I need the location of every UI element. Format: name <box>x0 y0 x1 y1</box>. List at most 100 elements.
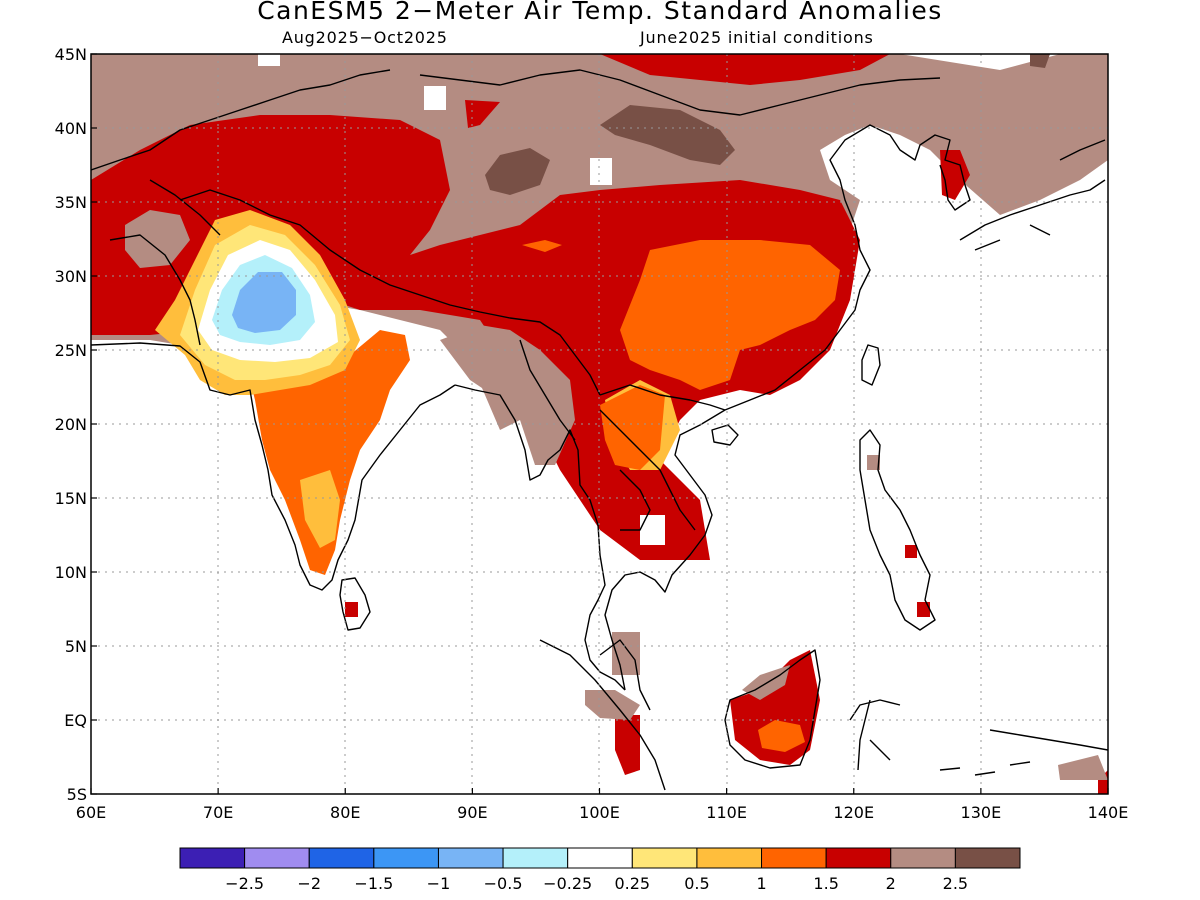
tick-marks <box>90 53 1109 795</box>
anomaly-fill-darkred-cap <box>465 100 500 128</box>
coast-sumatra <box>539 639 666 791</box>
coast-newguinea <box>989 729 1108 751</box>
coast-malay <box>599 639 651 711</box>
colorbar-label-5: −0.25 <box>543 874 592 893</box>
latitude-labels: 45N 40N 35N 30N 25N 20N 15N 10N 5N EQ 5S <box>55 45 87 804</box>
colorbar-label-9: 1.5 <box>813 874 838 893</box>
coast-japan <box>959 139 1106 251</box>
anomaly-fill-darkred-sumatra <box>615 715 640 775</box>
coast-taiwan <box>861 344 881 386</box>
colorbar-swatch-0 <box>179 847 246 869</box>
coast-srilanka <box>339 577 371 631</box>
initial-conditions: June2025 initial conditions <box>640 28 874 47</box>
anomaly-fill-orange-borneo <box>758 720 805 752</box>
colorbar-labels: −2.5 −2 −1.5 −1 −0.5 −0.25 0.25 0.5 1 1.5 2 2.5 <box>225 874 968 893</box>
anomaly-fill-brown-borneo-top <box>742 665 790 700</box>
map-title: CanESM5 2−Meter Air Temp. Standard Anoma… <box>257 0 943 25</box>
lat-label-2: 35N <box>55 193 87 212</box>
anomaly-fill-orange-indochina <box>600 385 665 470</box>
coast-philippines <box>859 429 936 631</box>
anomaly-fill-white-patch3 <box>590 158 612 185</box>
anomaly-fill-darkbrown-tarim <box>485 148 550 195</box>
colorbar-label-4: −0.5 <box>484 874 523 893</box>
coast-india <box>91 342 456 591</box>
colorbar-swatch-5 <box>502 847 569 869</box>
colorbar-label-11: 2.5 <box>943 874 968 893</box>
colorbar-swatch-9 <box>761 847 827 869</box>
anomaly-fill-white-patch2 <box>424 86 446 110</box>
anomaly-fill-darkbrown-ne <box>1030 54 1050 68</box>
anomaly-fill-darkred-phil2 <box>905 545 917 558</box>
anomaly-fill-brown-malaysia <box>612 632 640 675</box>
lon-label-4: 100E <box>579 803 620 822</box>
anomaly-fill-darkred-phil1 <box>917 602 930 617</box>
lat-label-5: 20N <box>55 415 87 434</box>
border-china-south <box>599 384 726 411</box>
lon-label-5: 110E <box>706 803 747 822</box>
map-area <box>91 54 1108 794</box>
anomaly-fill-brown-phil <box>867 455 880 470</box>
colorbar-swatch-2 <box>308 847 375 869</box>
anomaly-fill-brown-bangladesh <box>440 325 575 465</box>
coast-bay-east <box>454 384 626 691</box>
colorbar-label-1: −2 <box>297 874 321 893</box>
anomaly-fill-darkred-mongolia <box>600 54 890 85</box>
colorbar-label-8: 1 <box>756 874 766 893</box>
colorbar-swatch-8 <box>696 847 763 869</box>
lat-label-0: 45N <box>55 45 87 64</box>
gridlines <box>91 54 1108 794</box>
colorbar-swatch-11 <box>890 847 956 869</box>
colorbar-label-2: −1.5 <box>354 874 393 893</box>
border-pakistan <box>109 179 221 346</box>
anomaly-fill-darkred-srilanka <box>345 602 358 617</box>
coast-hainan <box>711 424 739 446</box>
colorbar-label-3: −1 <box>427 874 451 893</box>
border-indochina <box>599 409 696 531</box>
colorbar-label-10: 2 <box>886 874 896 893</box>
lat-label-9: EQ <box>64 711 87 730</box>
coastlines <box>91 69 1108 791</box>
anomaly-fill-blue <box>232 272 296 333</box>
anomaly-fill-darkred-korea <box>940 150 970 200</box>
colorbar-swatch-3 <box>373 847 439 869</box>
anomaly-fill-darkbrown-mongolia <box>600 105 735 165</box>
colorbar-swatch-12 <box>954 847 1021 869</box>
forecast-period: Aug2025−Oct2025 <box>282 28 448 47</box>
lon-label-8: 140E <box>1088 803 1129 822</box>
lat-label-6: 15N <box>55 489 87 508</box>
border-himalaya <box>179 189 601 396</box>
lat-label-7: 10N <box>55 563 87 582</box>
lon-label-7: 130E <box>961 803 1002 822</box>
border-central-asia <box>91 69 941 171</box>
colorbar-swatch-4 <box>437 847 504 869</box>
anomaly-fill-lightorange-deccan <box>300 470 340 548</box>
border-myanmar <box>519 339 576 441</box>
anomaly-fill-brown-pak <box>125 210 190 268</box>
colorbar-swatch-7 <box>631 847 698 869</box>
colorbar-swatch-1 <box>244 847 310 869</box>
lat-label-10: 5S <box>67 785 87 804</box>
colorbar-label-6: 0.25 <box>614 874 650 893</box>
colorbar-label-7: 0.5 <box>684 874 709 893</box>
anomaly-fill-orange-china <box>620 240 840 390</box>
anomaly-fill-white-patch4 <box>640 515 665 545</box>
lat-label-8: 5N <box>65 637 87 656</box>
anomaly-fill-brown-newguinea <box>1058 755 1108 780</box>
coast-java-islands <box>939 761 1031 776</box>
coast-sulawesi <box>849 699 901 771</box>
lon-label-6: 120E <box>833 803 874 822</box>
lon-label-1: 70E <box>203 803 233 822</box>
longitude-labels: 60E 70E 80E 90E 100E 110E 120E 130E 140E <box>76 803 1129 822</box>
lat-label-1: 40N <box>55 119 87 138</box>
anomaly-fill-brown-sumatra <box>585 690 640 720</box>
lat-label-4: 25N <box>55 341 87 360</box>
colorbar-swatch-10 <box>825 847 892 869</box>
colorbar-label-0: −2.5 <box>225 874 264 893</box>
coast-borneo <box>724 649 821 769</box>
anomaly-fill-white-patch1 <box>258 54 280 66</box>
lon-label-2: 80E <box>330 803 360 822</box>
anomaly-fill-orange-tibet <box>522 240 562 252</box>
lon-label-3: 90E <box>457 803 487 822</box>
lon-label-0: 60E <box>76 803 106 822</box>
